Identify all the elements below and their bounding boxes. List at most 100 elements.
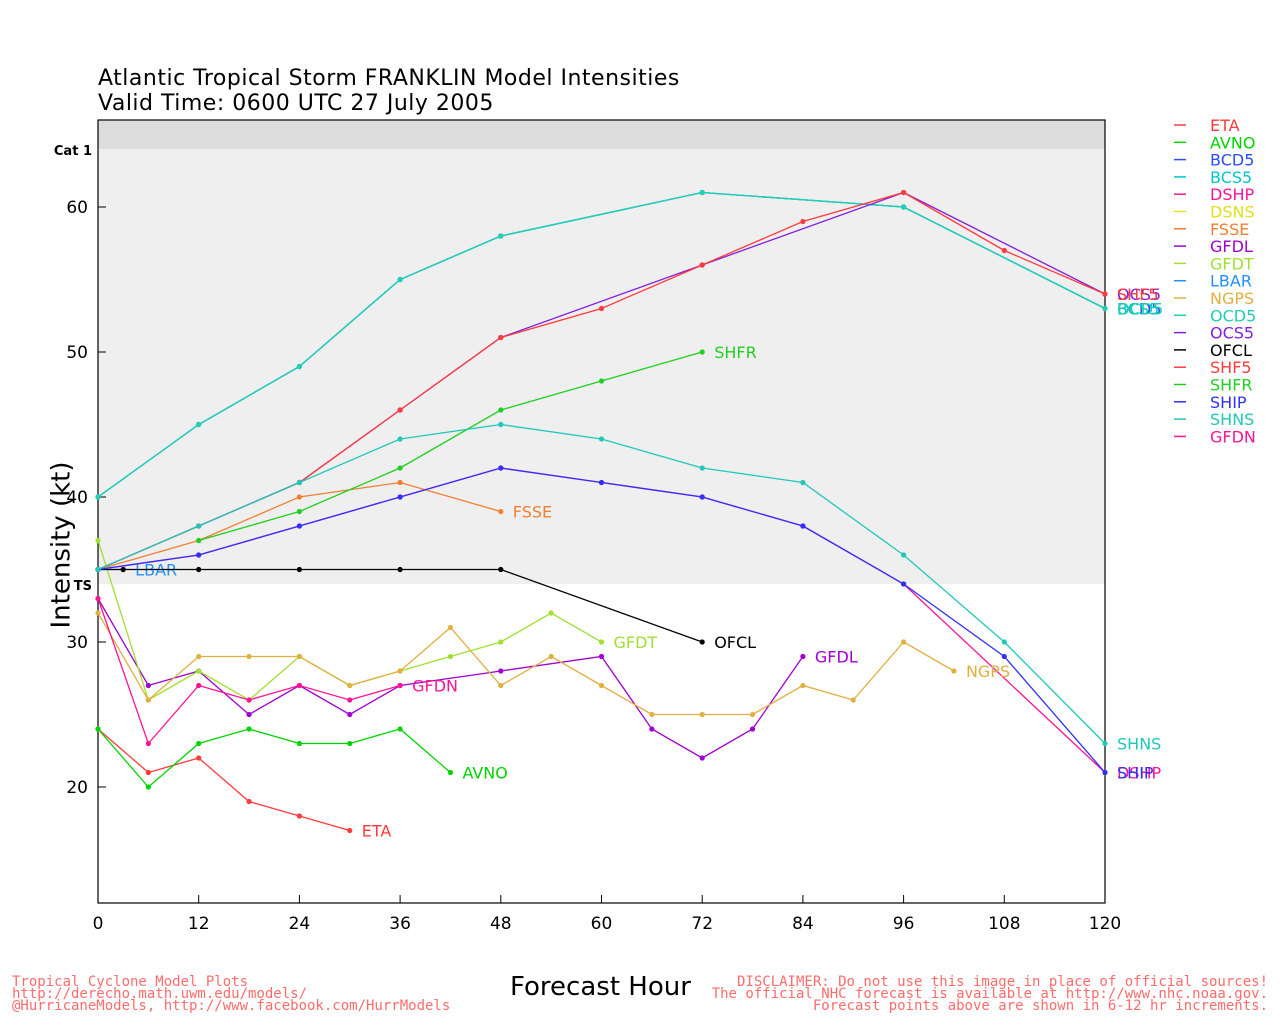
legend-item-shns: SHNS (1174, 410, 1254, 429)
legend-item-ocd5: OCD5 (1174, 306, 1256, 325)
data-point (196, 537, 202, 544)
data-point (246, 653, 252, 660)
series-end-label: NGPS (966, 662, 1010, 681)
data-point (1102, 769, 1108, 776)
legend-label: GFDL (1210, 237, 1253, 256)
series-ship: SHIP (95, 465, 1154, 783)
data-point (95, 494, 101, 500)
data-point (951, 668, 957, 674)
data-point (598, 479, 605, 486)
series-end-label: ETA (362, 822, 392, 841)
data-point (498, 233, 504, 239)
legend-item-bcs5: BCS5 (1174, 168, 1252, 187)
data-point (95, 537, 101, 544)
data-point (498, 334, 504, 341)
data-point (1001, 653, 1007, 660)
data-point (498, 421, 504, 428)
series-end-label: FSSE (513, 503, 552, 522)
data-point (95, 566, 101, 573)
data-point (901, 552, 907, 558)
data-point (598, 639, 605, 645)
data-point (850, 697, 856, 703)
data-point (397, 566, 403, 573)
series-end-label: GFDN (412, 677, 458, 696)
data-point (1102, 740, 1108, 747)
legend-item-lbar: LBAR (1174, 272, 1252, 291)
legend-label: BCD5 (1210, 151, 1254, 170)
legend-item-avno: AVNO (1174, 133, 1255, 152)
data-point (145, 769, 151, 776)
data-point (347, 740, 353, 747)
x-tick-label: 108 (988, 914, 1020, 934)
data-point (1102, 305, 1108, 312)
y-tick-label: 20 (66, 778, 88, 798)
series-line (97, 612, 955, 716)
legend-label: FSSE (1210, 220, 1249, 239)
x-tick-label: 48 (490, 914, 512, 934)
data-point (145, 740, 151, 747)
legend-label: SHNS (1210, 410, 1254, 429)
data-point (598, 378, 605, 384)
data-point (296, 494, 302, 500)
data-point (800, 682, 806, 689)
legend-item-dshp: DSHP (1174, 185, 1255, 204)
y-tick-label: 60 (66, 198, 88, 218)
data-point (196, 566, 202, 573)
data-point (498, 682, 504, 689)
series-end-label: OCS5 (1117, 285, 1161, 304)
series-end-label: BCS5 (1117, 300, 1159, 319)
data-point (397, 276, 403, 283)
series-line (97, 728, 451, 788)
series-end-label: SHF5 (1117, 285, 1159, 304)
data-point (145, 697, 151, 703)
data-point (699, 349, 705, 355)
data-point (800, 653, 806, 660)
data-point (196, 740, 202, 747)
data-point (1001, 639, 1007, 645)
legend-label: NGPS (1210, 289, 1254, 308)
x-tick-label: 60 (591, 914, 613, 934)
data-point (347, 682, 353, 689)
series-line (97, 598, 401, 745)
data-point (246, 798, 252, 805)
footer-credit-line: Tropical Cyclone Model Plots (12, 974, 249, 990)
footer-disclaimer-line: Forecast points above are shown in 6-12 … (812, 998, 1268, 1014)
data-point (296, 682, 302, 689)
series-shns: SHNS (95, 421, 1161, 754)
data-point (196, 668, 202, 674)
data-point (296, 479, 302, 486)
series-end-label: GFDT (614, 633, 658, 652)
footer-disclaimer-line: The official NHC forecast is available a… (711, 986, 1268, 1002)
data-point (447, 653, 454, 660)
data-point (800, 479, 806, 486)
data-point (447, 624, 454, 631)
data-point (498, 508, 504, 515)
y-tick-label: 40 (66, 488, 88, 508)
data-point (598, 682, 605, 689)
footer-disclaimer: DISCLAIMER: Do not use this image in pla… (711, 975, 1268, 1014)
legend-item-ship: SHIP (1174, 393, 1247, 412)
data-point (397, 668, 403, 674)
legend-label: BCS5 (1210, 168, 1252, 187)
data-point (296, 813, 302, 819)
legend-label: GFDN (1210, 427, 1256, 446)
data-point (397, 479, 403, 486)
data-point (296, 508, 302, 515)
y-tick-label: 30 (66, 633, 88, 653)
legend-item-ocs5: OCS5 (1174, 324, 1254, 343)
data-point (397, 494, 403, 500)
data-point (498, 407, 504, 413)
data-point (598, 653, 605, 660)
y-axis-label: Intensity (kt) (46, 461, 77, 629)
data-point (397, 726, 403, 732)
series-end-label: SHIP (1117, 764, 1154, 783)
series-gfdn: GFDN (95, 595, 458, 747)
data-point (145, 682, 151, 689)
data-point (1102, 291, 1108, 297)
legend-label: AVNO (1210, 133, 1255, 152)
footer-credit-line: http://derecho.math.uwm.edu/models/ (12, 986, 308, 1002)
data-point (699, 711, 705, 718)
series-end-label: OFCL (714, 633, 756, 652)
x-tick-label: 72 (691, 914, 713, 934)
data-point (598, 436, 605, 442)
